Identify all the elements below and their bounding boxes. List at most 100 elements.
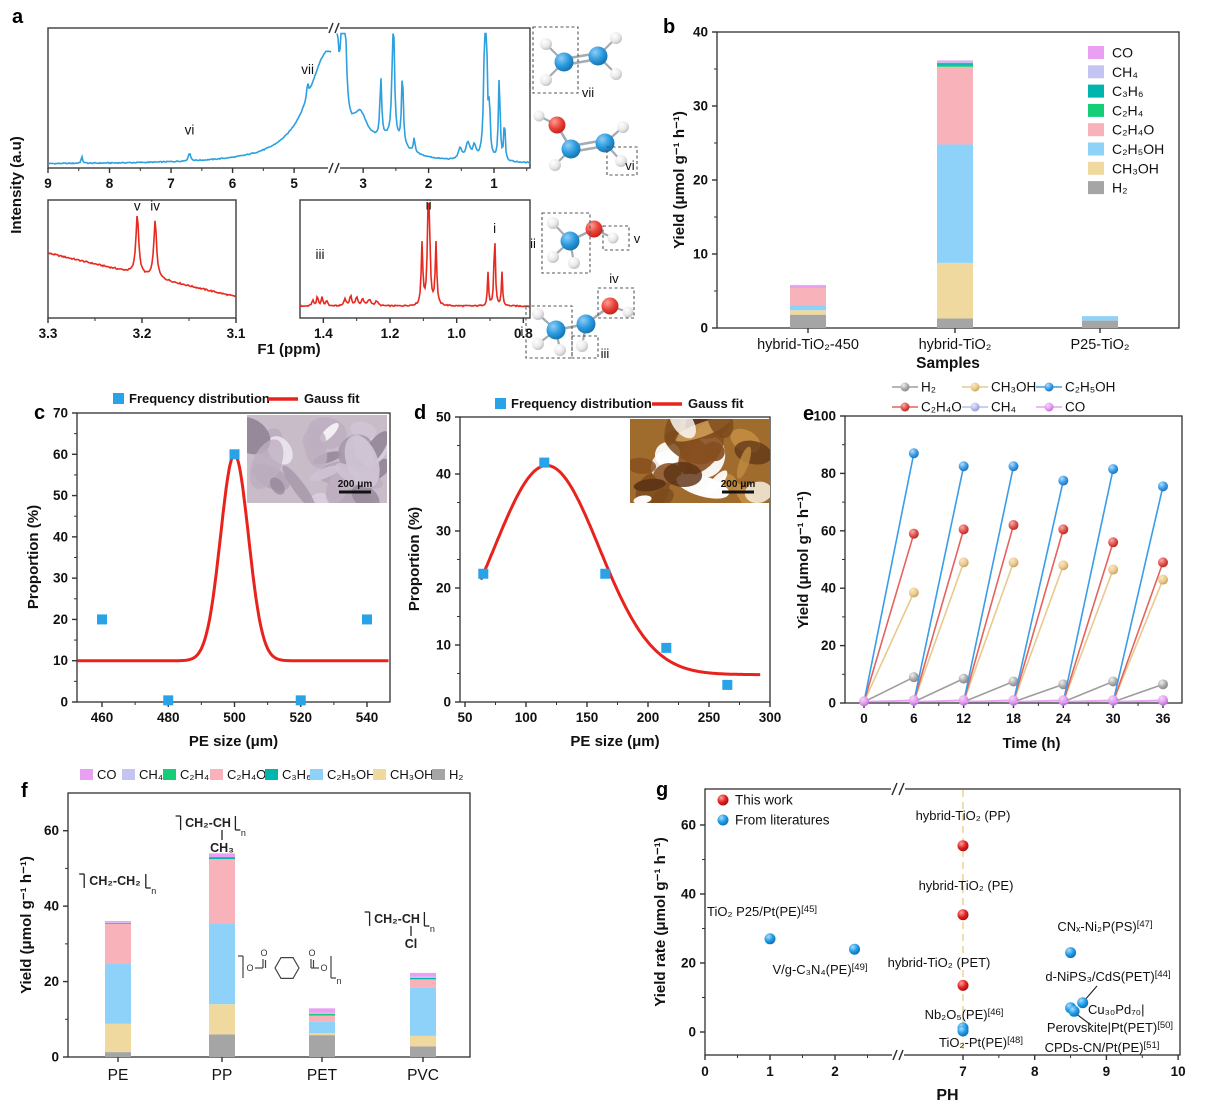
y-axis-title: Yield (μmol g⁻¹ h⁻¹) [18, 856, 35, 994]
panel-e-cycling-chart: 0 20 40 60 80 100 0 6 12 18 24 30 36 H₂ CH₃OH C₂H₅OH C₂H… [795, 380, 1183, 752]
tick-label: 20 [44, 974, 59, 989]
tick-label: 500 [223, 710, 246, 725]
tick-label: 1.2 [381, 326, 400, 341]
legend-marker [717, 814, 729, 826]
tick-label: 0 [688, 1025, 696, 1040]
data-point-C₂H₅OH [1157, 481, 1168, 492]
assignment-box [532, 26, 579, 94]
assignment-label: ii [530, 236, 536, 251]
bar-segment-C₂H₄O [410, 979, 436, 988]
carbon-atom [576, 314, 596, 334]
legend-label: CO [1065, 400, 1085, 415]
data-point-CH₃OH [1157, 574, 1168, 585]
legend-label: Frequency distribution [511, 396, 652, 411]
tick-label: 9 [44, 176, 52, 191]
cycle-line-H₂ [963, 680, 1014, 703]
axis-break-mask [328, 23, 340, 33]
legend-label: CH₄ [991, 400, 1016, 415]
category-label: PVC [407, 1067, 439, 1084]
tick-label: 8 [106, 176, 114, 191]
legend-label: CH₃OH [390, 767, 434, 782]
spectrum-frame [47, 27, 531, 169]
cycle-line-C₂H₄O [962, 524, 1015, 703]
literature-point [1065, 947, 1077, 959]
tick-label: 20 [53, 612, 68, 627]
panel-label-d: d [414, 402, 427, 424]
axis-break-mask [892, 1050, 904, 1060]
tick-label: 300 [759, 710, 782, 725]
point-annotation: Nb₂O₅(PE)[46] [925, 1007, 1004, 1022]
carbon-atom [546, 320, 566, 340]
bar-segment-C₃H₆ [410, 977, 436, 980]
bar-segment-CO [790, 285, 826, 289]
bar-segment-CH₃OH [209, 1004, 235, 1035]
legend-label: Gauss fit [688, 396, 744, 411]
peak-label: iii [316, 247, 325, 262]
pet-oxygen: O [246, 963, 253, 973]
micrograph-texture [633, 495, 652, 503]
gauss-fit-curve [479, 463, 762, 677]
assignment-label: vi [625, 158, 635, 173]
tick-label: 100 [813, 409, 836, 424]
panel-label-b: b [663, 16, 676, 38]
axis-break-mark [898, 1049, 904, 1061]
legend-swatch [432, 769, 445, 780]
tick-label: 40 [44, 899, 59, 914]
bar-segment-C₂H₅OH [937, 144, 973, 263]
bar-segment-C₂H₅OH [309, 1021, 335, 1034]
assignment-label: iii [601, 346, 610, 361]
tick-label: 50 [53, 488, 68, 503]
legend-swatch [1088, 103, 1104, 117]
cycle-line-C₂H₄O [863, 533, 915, 703]
legend-swatch [1088, 181, 1104, 195]
data-point [478, 568, 489, 579]
x-axis-title: PE size (μm) [570, 733, 659, 750]
pet-oxygen: O [308, 948, 315, 958]
hydrogen-atom [610, 68, 622, 80]
nmr-zoom-3ppm [47, 215, 237, 298]
peak-label: iv [150, 199, 160, 214]
bar-segment-CH₃OH [937, 262, 973, 319]
data-point [295, 695, 306, 706]
data-point [362, 614, 372, 625]
axis-break-mark [334, 162, 340, 174]
bar-segment-C₂H₅OH [410, 987, 436, 1036]
point-annotation: Perovskite|Pt(PET)[50] [1047, 1020, 1173, 1035]
polymer-formula: CH₂-CH₂ [89, 874, 140, 888]
y-axis-title: Yield (μmol g⁻¹ h⁻¹) [795, 491, 812, 629]
pet-oxygen: O [320, 963, 327, 973]
data-point-C₂H₄O [958, 524, 969, 535]
formula-subscript-n: n [336, 976, 341, 986]
literature-point [849, 943, 860, 955]
legend-swatch [113, 393, 124, 404]
legend-marker-H₂ [900, 382, 910, 392]
panel-b-yield-bar-chart: 0 10 20 30 40 hybrid-TiO₂-450 hybrid-TiO₂ P25-T… [671, 25, 1180, 372]
scale-bar-label: 200 μm [721, 479, 756, 490]
data-point-C₂H₅OH [958, 461, 969, 472]
tick-label: 30 [693, 99, 708, 114]
assignment-box [571, 335, 599, 359]
cycle-line-C₂H₅OH [913, 466, 965, 703]
legend-label: H₂ [449, 767, 463, 782]
micrograph-texture [630, 457, 657, 474]
cycle-line-CO [1013, 699, 1064, 703]
legend-swatch [1088, 84, 1104, 98]
cycle-line-H₂ [913, 677, 964, 703]
tick-label: 10 [1171, 1064, 1186, 1079]
hydrogen-atom [554, 344, 566, 356]
polymer-formula: CH₂-CH [374, 912, 420, 926]
legend-label: C₂H₄O [1112, 122, 1154, 138]
legend-label: CH₄ [139, 767, 163, 782]
tick-label: 36 [1155, 711, 1171, 726]
molecule-methanol: ii v [530, 212, 641, 274]
micrograph-inset [247, 415, 387, 503]
legend-label: C₂H₅OH [1112, 141, 1164, 157]
molecule-ethanol: i iii iv [521, 271, 635, 361]
cycle-line-CO [863, 699, 914, 703]
data-point-C₂H₄O [1058, 524, 1069, 535]
tick-label: 60 [681, 818, 696, 833]
tick-label: 10 [53, 653, 68, 668]
tick-label: 540 [356, 710, 379, 725]
bar-segment-C₂H₅OH [790, 305, 826, 311]
